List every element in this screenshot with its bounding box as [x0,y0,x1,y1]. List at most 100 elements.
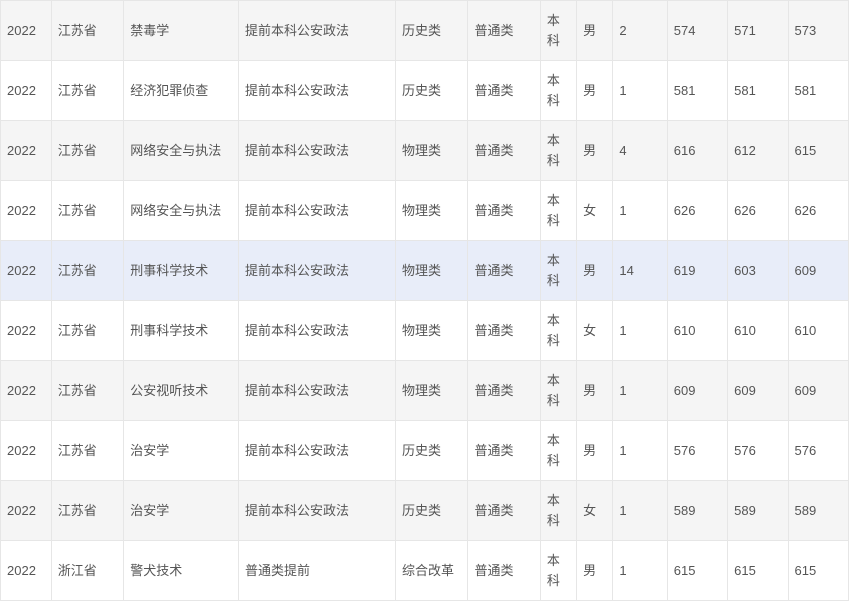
table-cell: 616 [667,121,727,181]
table-row: 2022江苏省网络安全与执法提前本科公安政法物理类普通类本科男461661261… [1,121,849,181]
table-cell: 提前本科公安政法 [238,121,395,181]
table-cell: 2022 [1,361,52,421]
table-cell: 615 [788,541,848,601]
table-cell: 综合改革 [395,541,467,601]
table-cell: 本科 [540,241,576,301]
table-cell: 普通类 [468,181,540,241]
table-cell: 574 [667,1,727,61]
table-cell: 2022 [1,61,52,121]
table-cell: 江苏省 [51,361,123,421]
table-cell: 610 [788,301,848,361]
table-cell: 本科 [540,301,576,361]
table-cell: 提前本科公安政法 [238,181,395,241]
table-cell: 男 [577,61,613,121]
table-cell: 609 [667,361,727,421]
table-cell: 提前本科公安政法 [238,61,395,121]
table-cell: 本科 [540,541,576,601]
table-cell: 589 [667,481,727,541]
table-cell: 2022 [1,541,52,601]
table-cell: 1 [613,301,667,361]
table-cell: 2022 [1,421,52,481]
table-cell: 普通类提前 [238,541,395,601]
table-cell: 历史类 [395,61,467,121]
table-cell: 物理类 [395,241,467,301]
table-cell: 576 [667,421,727,481]
table-cell: 1 [613,481,667,541]
table-cell: 1 [613,541,667,601]
table-cell: 物理类 [395,361,467,421]
table-cell: 普通类 [468,61,540,121]
table-cell: 本科 [540,361,576,421]
table-cell: 2022 [1,121,52,181]
table-cell: 2022 [1,241,52,301]
table-cell: 2022 [1,481,52,541]
table-cell: 普通类 [468,241,540,301]
table-cell: 615 [728,541,788,601]
table-cell: 江苏省 [51,121,123,181]
table-cell: 626 [728,181,788,241]
table-cell: 提前本科公安政法 [238,301,395,361]
table-cell: 本科 [540,181,576,241]
table-cell: 589 [788,481,848,541]
table-cell: 江苏省 [51,1,123,61]
table-cell: 女 [577,481,613,541]
table-row: 2022江苏省治安学提前本科公安政法历史类普通类本科女1589589589 [1,481,849,541]
table-cell: 江苏省 [51,301,123,361]
table-cell: 男 [577,421,613,481]
table-cell: 网络安全与执法 [124,121,239,181]
table-cell: 经济犯罪侦查 [124,61,239,121]
table-cell: 609 [788,361,848,421]
table-cell: 历史类 [395,421,467,481]
table-cell: 江苏省 [51,241,123,301]
table-cell: 女 [577,181,613,241]
table-cell: 2022 [1,301,52,361]
table-cell: 本科 [540,421,576,481]
table-cell: 589 [728,481,788,541]
table-cell: 刑事科学技术 [124,301,239,361]
table-cell: 公安视听技术 [124,361,239,421]
table-cell: 男 [577,361,613,421]
table-cell: 1 [613,181,667,241]
table-row: 2022江苏省公安视听技术提前本科公安政法物理类普通类本科男1609609609 [1,361,849,421]
table-cell: 610 [728,301,788,361]
table-cell: 615 [667,541,727,601]
table-cell: 男 [577,241,613,301]
table-cell: 江苏省 [51,181,123,241]
table-cell: 物理类 [395,121,467,181]
table-cell: 历史类 [395,481,467,541]
table-cell: 610 [667,301,727,361]
table-cell: 江苏省 [51,61,123,121]
table-cell: 619 [667,241,727,301]
table-cell: 刑事科学技术 [124,241,239,301]
table-cell: 普通类 [468,421,540,481]
table-row: 2022江苏省网络安全与执法提前本科公安政法物理类普通类本科女162662662… [1,181,849,241]
table-cell: 提前本科公安政法 [238,481,395,541]
table-cell: 603 [728,241,788,301]
table-cell: 581 [788,61,848,121]
table-cell: 本科 [540,121,576,181]
table-row: 2022江苏省刑事科学技术提前本科公安政法物理类普通类本科男1461960360… [1,241,849,301]
table-cell: 576 [728,421,788,481]
table-cell: 581 [667,61,727,121]
table-cell: 2 [613,1,667,61]
table-cell: 治安学 [124,421,239,481]
table-cell: 571 [728,1,788,61]
table-row: 2022江苏省刑事科学技术提前本科公安政法物理类普通类本科女1610610610 [1,301,849,361]
table-cell: 576 [788,421,848,481]
table-cell: 573 [788,1,848,61]
table-cell: 禁毒学 [124,1,239,61]
table-cell: 581 [728,61,788,121]
table-cell: 1 [613,61,667,121]
table-cell: 历史类 [395,1,467,61]
table-cell: 提前本科公安政法 [238,361,395,421]
table-cell: 普通类 [468,121,540,181]
table-cell: 612 [728,121,788,181]
table-cell: 男 [577,541,613,601]
table-row: 2022江苏省治安学提前本科公安政法历史类普通类本科男1576576576 [1,421,849,481]
table-cell: 2022 [1,1,52,61]
table-cell: 普通类 [468,361,540,421]
table-cell: 609 [788,241,848,301]
table-cell: 本科 [540,481,576,541]
table-cell: 普通类 [468,541,540,601]
table-cell: 提前本科公安政法 [238,421,395,481]
